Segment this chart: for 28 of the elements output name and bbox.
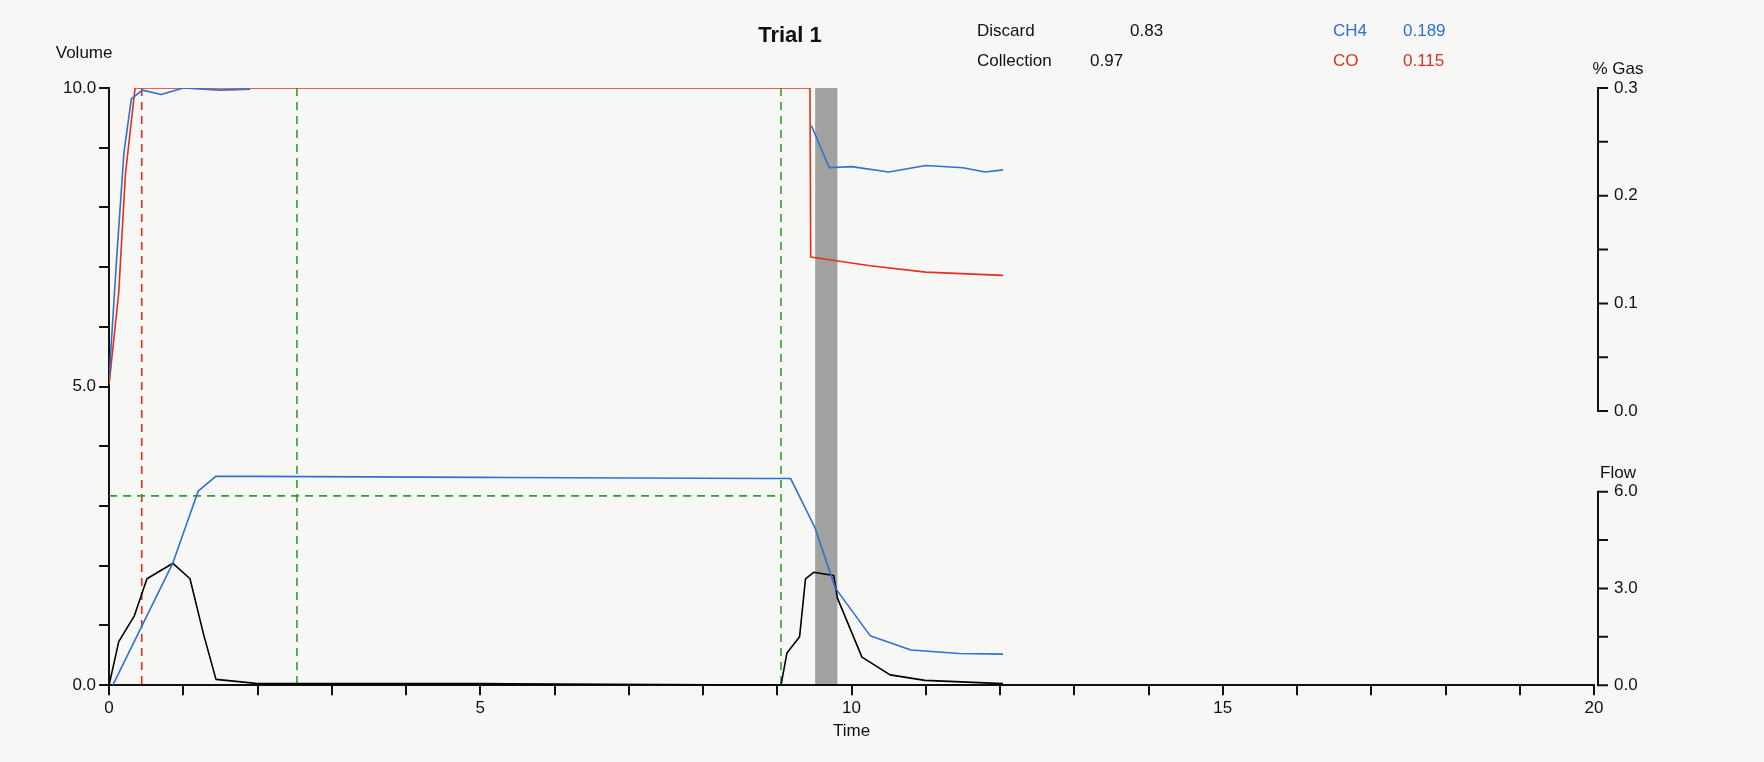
y2-tick-label: 0.1 — [1614, 293, 1638, 313]
x-tick-label: 0 — [104, 698, 114, 718]
y2-tick-label: 0.2 — [1614, 185, 1638, 205]
y2-tick-label: 0.0 — [1614, 400, 1638, 420]
text: 0.189 — [1403, 21, 1446, 40]
chart-title: Trial 1 — [758, 22, 822, 47]
x-tick-label: 15 — [1213, 698, 1233, 718]
y-tick-label: 5.0 — [72, 376, 97, 396]
text: Collection — [977, 51, 1052, 70]
text: 0.83 — [1130, 21, 1164, 40]
y2-tick-label: 0.3 — [1614, 77, 1638, 97]
text: Discard — [977, 21, 1035, 40]
x-axis-title: Time — [832, 721, 871, 741]
y-tick-label: 0.0 — [72, 674, 97, 694]
x-tick-label: 10 — [842, 698, 861, 718]
y3-axis-title: Flow — [1600, 462, 1637, 482]
text: CH4 — [1333, 21, 1368, 40]
x-tick-label: 20 — [1584, 698, 1604, 718]
y3-tick-label: 3.0 — [1614, 578, 1638, 598]
y2-axis-title: % Gas — [1592, 59, 1644, 78]
text: 0.115 — [1403, 51, 1445, 70]
y-axis-title: Volume — [55, 43, 113, 62]
y-tick-label: 10.0 — [62, 77, 97, 97]
text: 0.97 — [1090, 51, 1124, 70]
y3-tick-label: 0.0 — [1614, 674, 1638, 694]
x-tick-label: 5 — [475, 698, 486, 718]
y3-tick-label: 6.0 — [1614, 481, 1638, 501]
text: CO — [1333, 51, 1359, 70]
